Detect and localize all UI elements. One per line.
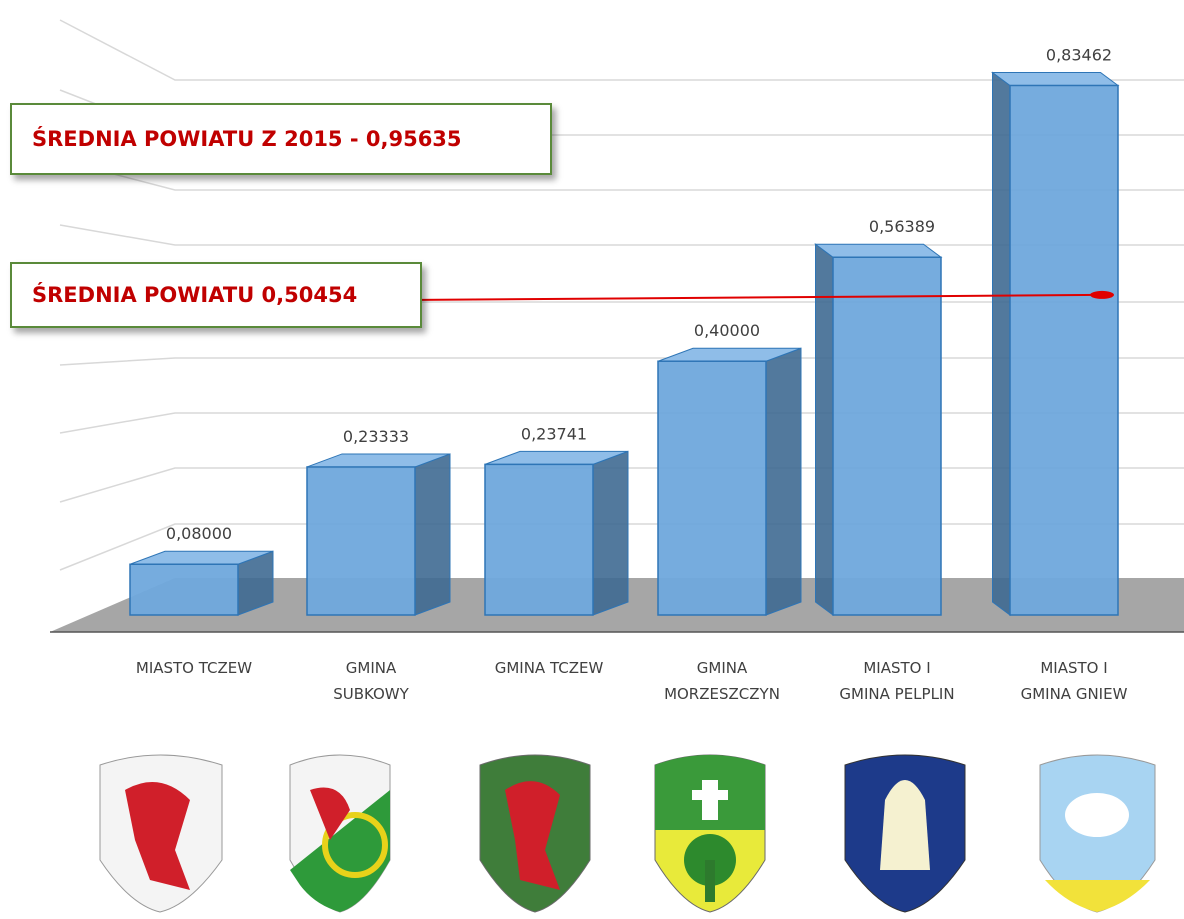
bar [832, 256, 942, 616]
bar-top [990, 71, 1120, 86]
bar-side [414, 453, 451, 616]
value-label: 0,08000 [166, 524, 232, 543]
category-label: GMINA MORZESZCZYN [664, 659, 780, 703]
bar [1009, 84, 1119, 616]
bar [306, 466, 416, 616]
bar [484, 463, 594, 616]
category-label: GMINA TCZEW [494, 659, 604, 677]
value-label: 0,23333 [343, 427, 409, 446]
reference-marker [1090, 290, 1114, 299]
bar [129, 563, 239, 616]
value-label: 0,56389 [869, 217, 935, 236]
bar [657, 360, 767, 616]
bar-side [592, 450, 629, 616]
reference-line [421, 293, 1101, 301]
coats-of-arms [99, 754, 1156, 913]
annotation: ŚREDNIA POWIATU Z 2015 - 0,95635 [32, 127, 462, 151]
value-label: 0,23741 [521, 424, 587, 443]
reference-label: ŚREDNIA POWIATU 0,50454 [32, 283, 358, 307]
value-label: 0,40000 [694, 321, 760, 340]
category-label: MIASTO TCZEW [135, 659, 253, 677]
annotation-box: ŚREDNIA POWIATU Z 2015 - 0,95635 [10, 103, 552, 175]
bar-side [815, 243, 834, 616]
bars: 0,08000 0,23333 0,23741 0,40000 0,56389 0,834… [129, 45, 1120, 616]
bar-side [765, 347, 802, 616]
value-label: 0,83462 [1046, 45, 1112, 64]
category-label: MIASTO I GMINA PELPLIN [839, 659, 955, 703]
category-label: MIASTO I GMINA GNIEW [1020, 659, 1128, 703]
bar-side [992, 71, 1011, 616]
category-label: GMINA SUBKOWY [333, 659, 409, 703]
bar-top [813, 243, 943, 258]
reference-box: ŚREDNIA POWIATU 0,50454 [10, 262, 422, 328]
